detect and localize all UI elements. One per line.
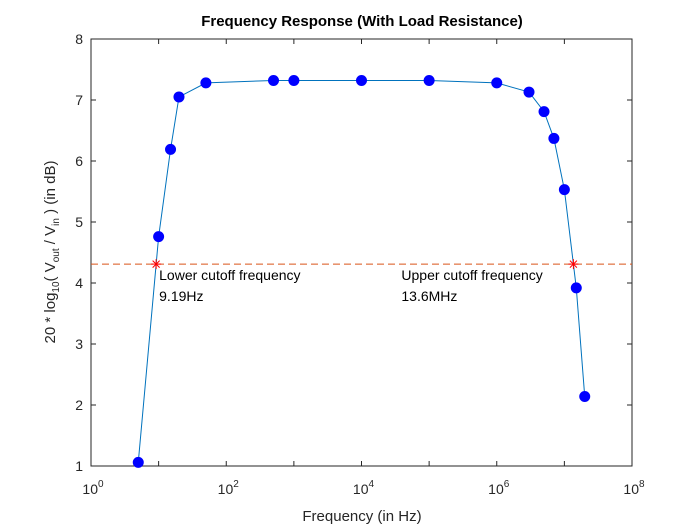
data-point bbox=[132, 456, 144, 468]
data-point bbox=[548, 132, 560, 144]
data-point bbox=[423, 74, 435, 86]
cutoff-annotation-label: Lower cutoff frequency bbox=[159, 267, 300, 283]
ylabel-prefix: 20 * log bbox=[42, 293, 59, 344]
ylabel-den-sub: in bbox=[51, 218, 62, 226]
x-tick-label: 102 bbox=[218, 479, 240, 497]
cutoff-annotation-label: Upper cutoff frequency bbox=[401, 267, 542, 283]
y-tick-label: 3 bbox=[75, 336, 83, 352]
cutoff-marker bbox=[151, 259, 162, 270]
data-point bbox=[165, 143, 177, 155]
x-tick-base: 10 bbox=[488, 481, 504, 497]
y-axis-label: 20 * log10( Vout / Vin ) (in dB) bbox=[42, 161, 62, 344]
data-point bbox=[173, 91, 185, 103]
x-tick-label: 104 bbox=[353, 479, 375, 497]
data-point bbox=[538, 106, 550, 118]
x-tick-base: 10 bbox=[82, 481, 98, 497]
data-point bbox=[491, 77, 503, 89]
ylabel-log-base: 10 bbox=[51, 281, 62, 293]
data-point bbox=[288, 74, 300, 86]
x-tick-exponent: 0 bbox=[98, 479, 104, 490]
x-tick-exponent: 2 bbox=[233, 479, 239, 490]
y-tick-label: 4 bbox=[75, 275, 83, 291]
series-line bbox=[137, 79, 586, 463]
x-axis-ticks: 100 102 104 106 108 bbox=[82, 39, 645, 497]
data-point bbox=[558, 184, 570, 196]
plot-area: Lower cutoff frequency 9.19Hz Upper cutoff… bbox=[90, 38, 633, 468]
data-point bbox=[200, 77, 212, 89]
ylabel-sep: / V bbox=[42, 226, 59, 249]
x-tick-base: 10 bbox=[353, 481, 369, 497]
cutoff-annotation-value: 13.6MHz bbox=[401, 288, 457, 304]
marker-layer bbox=[151, 259, 579, 270]
ylabel-open: ( V bbox=[42, 262, 59, 281]
data-point bbox=[570, 282, 582, 294]
y-tick-label: 5 bbox=[75, 214, 83, 230]
y-axis-ticks: 1 2 3 4 5 6 7 8 bbox=[75, 31, 632, 474]
data-point bbox=[153, 231, 165, 243]
annotation-layer: Lower cutoff frequency 9.19Hz Upper cutoff… bbox=[159, 267, 543, 304]
data-point bbox=[356, 74, 367, 86]
x-tick-exponent: 6 bbox=[504, 479, 510, 490]
cutoff-annotation-value: 9.19Hz bbox=[159, 288, 203, 304]
cutoff-marker bbox=[568, 259, 579, 270]
x-tick-exponent: 8 bbox=[639, 479, 645, 490]
ylabel-suffix: ) (in dB) bbox=[42, 161, 59, 219]
x-tick-base: 10 bbox=[623, 481, 639, 497]
data-point bbox=[268, 74, 280, 86]
x-tick-label: 108 bbox=[623, 479, 645, 497]
series-layer bbox=[132, 74, 591, 468]
y-tick-label: 2 bbox=[75, 397, 83, 413]
x-tick-label: 100 bbox=[82, 479, 104, 497]
data-point bbox=[523, 86, 535, 98]
y-tick-label: 7 bbox=[75, 92, 83, 108]
y-tick-label: 8 bbox=[75, 31, 83, 47]
y-tick-label: 1 bbox=[75, 458, 83, 474]
y-tick-label: 6 bbox=[75, 153, 83, 169]
ylabel-num-sub: out bbox=[51, 248, 62, 262]
plot-frame bbox=[90, 38, 633, 467]
x-axis-label: Frequency (in Hz) bbox=[302, 508, 421, 525]
data-point bbox=[579, 390, 591, 402]
x-tick-label: 106 bbox=[488, 479, 510, 497]
x-tick-base: 10 bbox=[218, 481, 234, 497]
chart-title: Frequency Response (With Load Resistance… bbox=[201, 13, 523, 30]
x-tick-exponent: 4 bbox=[369, 479, 375, 490]
